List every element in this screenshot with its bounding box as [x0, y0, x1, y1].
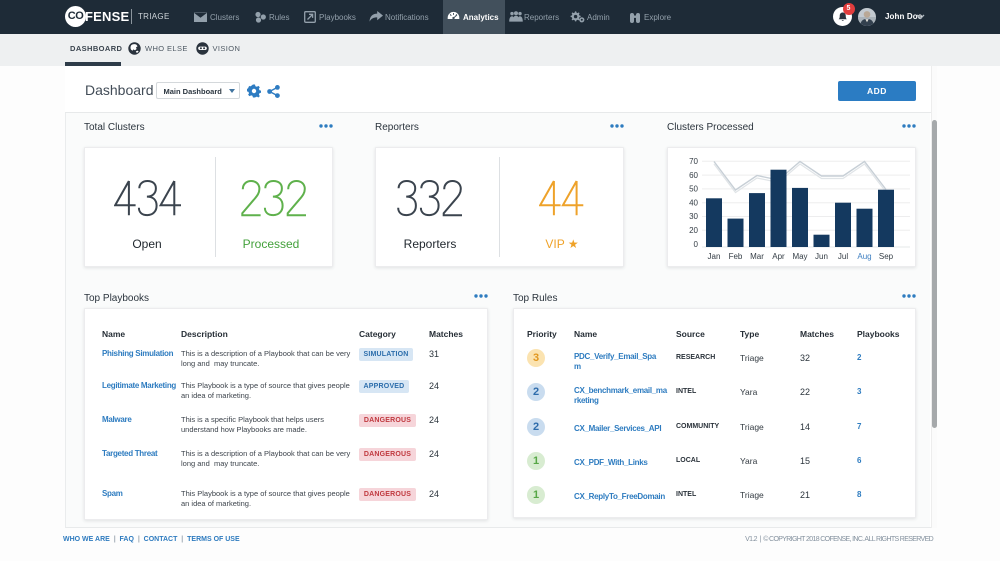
- svg-text:50: 50: [689, 185, 698, 194]
- svg-text:Jan: Jan: [708, 252, 721, 261]
- svg-text:0: 0: [694, 240, 699, 249]
- svg-text:Mar: Mar: [750, 252, 764, 261]
- svg-text:20: 20: [689, 226, 698, 235]
- svg-text:30: 30: [689, 212, 698, 221]
- svg-text:Feb: Feb: [729, 252, 743, 261]
- svg-text:Apr: Apr: [772, 252, 785, 261]
- svg-text:Aug: Aug: [857, 252, 871, 261]
- svg-text:Sep: Sep: [879, 252, 894, 261]
- svg-text:40: 40: [689, 198, 698, 207]
- svg-text:60: 60: [689, 171, 698, 180]
- svg-text:May: May: [792, 252, 807, 261]
- svg-text:Jul: Jul: [838, 252, 848, 261]
- svg-text:Jun: Jun: [815, 252, 828, 261]
- svg-text:70: 70: [689, 157, 698, 166]
